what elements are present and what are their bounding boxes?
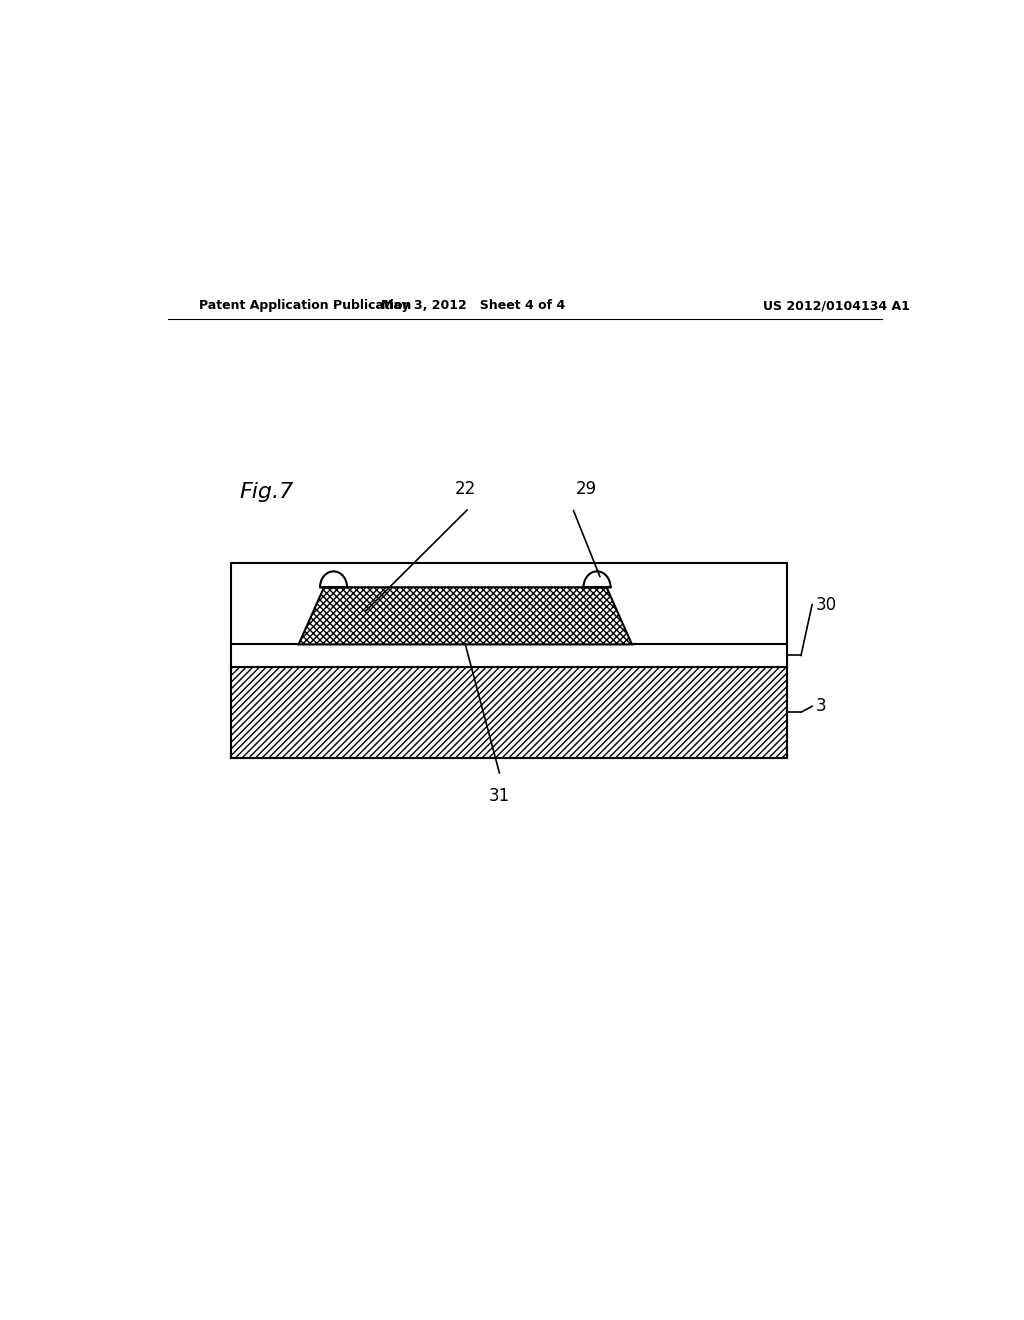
Text: Patent Application Publication: Patent Application Publication xyxy=(200,300,412,312)
Text: 31: 31 xyxy=(488,787,510,805)
Text: 22: 22 xyxy=(455,479,476,498)
Text: Fig.7: Fig.7 xyxy=(240,482,293,502)
Text: 30: 30 xyxy=(815,595,837,614)
Text: 3: 3 xyxy=(815,697,826,715)
Bar xyxy=(231,564,786,758)
Text: US 2012/0104134 A1: US 2012/0104134 A1 xyxy=(763,300,909,312)
Bar xyxy=(231,667,786,758)
Text: 29: 29 xyxy=(577,479,597,498)
Polygon shape xyxy=(299,587,632,644)
Bar xyxy=(231,644,786,667)
Text: May 3, 2012   Sheet 4 of 4: May 3, 2012 Sheet 4 of 4 xyxy=(381,300,565,312)
